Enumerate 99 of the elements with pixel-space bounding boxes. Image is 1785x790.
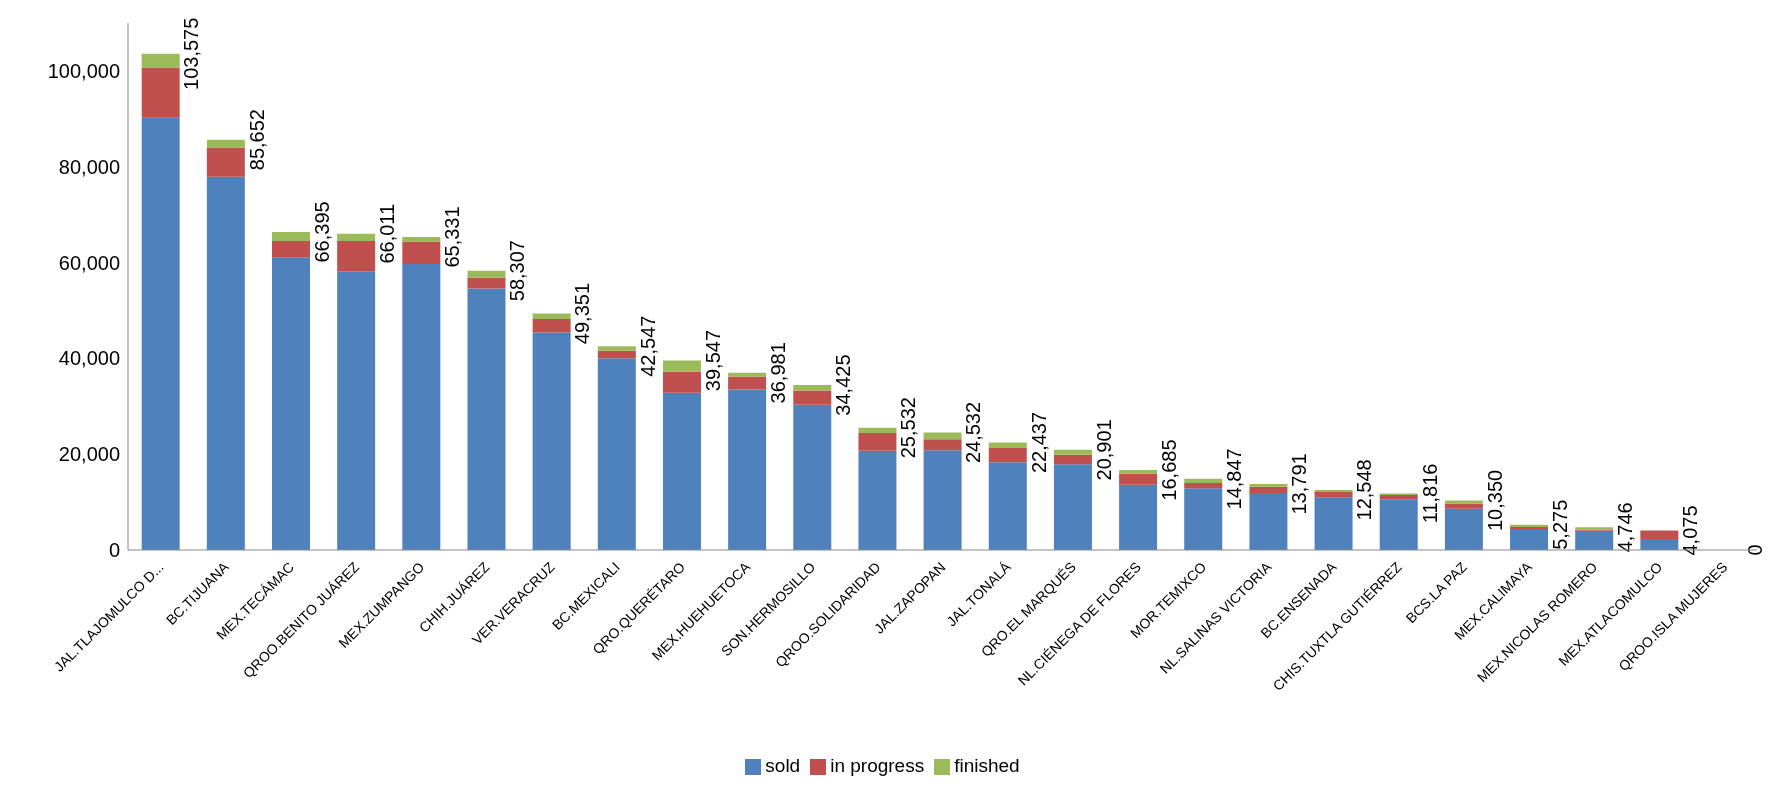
bar xyxy=(467,277,506,289)
total-label: 66,395 xyxy=(310,201,333,263)
legend-label: sold xyxy=(765,755,801,776)
y-tick-label: 100,000 xyxy=(47,60,120,83)
bar xyxy=(337,233,376,241)
bar xyxy=(272,240,310,258)
bar xyxy=(402,263,441,550)
bar xyxy=(1640,530,1679,539)
bar xyxy=(793,404,832,550)
y-tick-label: 80,000 xyxy=(58,155,120,178)
bar xyxy=(532,319,571,333)
y-tick-label: 20,000 xyxy=(58,443,120,466)
bar xyxy=(206,147,245,177)
bar xyxy=(1379,499,1418,550)
y-tick-label: 60,000 xyxy=(58,251,120,274)
bar xyxy=(532,332,571,550)
total-label: 25,532 xyxy=(897,397,920,459)
bar xyxy=(402,237,441,242)
bar xyxy=(728,376,767,390)
y-tick-label: 0 xyxy=(108,539,120,562)
bar xyxy=(1184,482,1223,489)
bar xyxy=(1510,528,1549,550)
bar xyxy=(1053,449,1092,455)
total-label: 20,901 xyxy=(1092,419,1115,481)
bar xyxy=(1184,488,1223,550)
bar xyxy=(662,392,701,550)
total-label: 0 xyxy=(1744,544,1767,556)
total-label: 85,652 xyxy=(245,109,268,171)
total-label: 49,351 xyxy=(571,282,594,345)
bar xyxy=(206,176,245,550)
bar xyxy=(1249,486,1288,493)
bar xyxy=(1379,494,1418,500)
total-label: 39,547 xyxy=(701,329,724,392)
bar xyxy=(1444,500,1483,504)
bar xyxy=(662,360,701,372)
bar xyxy=(1314,489,1353,493)
bar xyxy=(1444,503,1483,509)
bar xyxy=(728,372,767,377)
bar xyxy=(597,350,636,359)
bar xyxy=(858,427,897,434)
legend-label: in progress xyxy=(830,755,925,776)
bar xyxy=(467,288,506,550)
bar xyxy=(793,390,832,405)
bar xyxy=(1575,530,1614,550)
total-label: 12,548 xyxy=(1353,459,1376,521)
bar xyxy=(988,462,1027,550)
bar xyxy=(662,371,701,393)
bar xyxy=(337,240,376,272)
bar xyxy=(793,385,832,391)
bar xyxy=(858,450,897,550)
total-label: 34,425 xyxy=(832,354,855,416)
bar xyxy=(988,447,1027,463)
bar xyxy=(141,67,180,118)
total-label: 22,437 xyxy=(1027,411,1050,474)
bar xyxy=(1640,538,1679,550)
bar xyxy=(141,53,180,68)
bar xyxy=(988,442,1027,448)
bar xyxy=(402,241,441,264)
bar xyxy=(1249,483,1288,487)
total-label: 14,847 xyxy=(1223,448,1246,510)
total-label: 4,075 xyxy=(1679,505,1702,556)
legend-label: finished xyxy=(954,755,1020,776)
bar xyxy=(1119,484,1158,550)
total-label: 65,331 xyxy=(441,206,464,268)
total-label: 16,685 xyxy=(1157,439,1180,501)
bar xyxy=(1119,470,1158,474)
total-label: 24,532 xyxy=(962,401,985,464)
bar xyxy=(1249,492,1288,550)
total-label: 42,547 xyxy=(636,315,659,377)
total-label: 13,791 xyxy=(1288,453,1311,515)
y-tick-label: 40,000 xyxy=(58,347,120,370)
bar xyxy=(1053,464,1092,550)
bar xyxy=(1119,473,1158,485)
bar xyxy=(1184,478,1223,483)
total-label: 103,575 xyxy=(180,17,203,90)
bar xyxy=(337,271,376,550)
bar xyxy=(141,117,180,550)
total-label: 4,746 xyxy=(1614,502,1636,553)
total-label: 36,981 xyxy=(766,342,789,404)
bar xyxy=(923,432,962,440)
total-label: 58,307 xyxy=(506,240,529,302)
bar xyxy=(597,358,636,550)
bar xyxy=(206,139,245,148)
bar xyxy=(1314,492,1353,498)
bar xyxy=(272,231,310,241)
total-label: 10,350 xyxy=(1483,469,1506,531)
total-label: 11,816 xyxy=(1418,463,1441,524)
bar xyxy=(728,389,767,550)
bar xyxy=(1314,497,1353,550)
bar xyxy=(923,439,962,451)
bar xyxy=(532,313,571,320)
bar xyxy=(858,433,897,451)
bar xyxy=(272,257,310,550)
total-label: 66,011 xyxy=(375,203,398,264)
bar xyxy=(923,450,962,550)
total-label: 5,275 xyxy=(1548,499,1571,550)
bar xyxy=(1053,454,1092,465)
bar xyxy=(597,346,636,351)
bar xyxy=(1444,508,1483,550)
